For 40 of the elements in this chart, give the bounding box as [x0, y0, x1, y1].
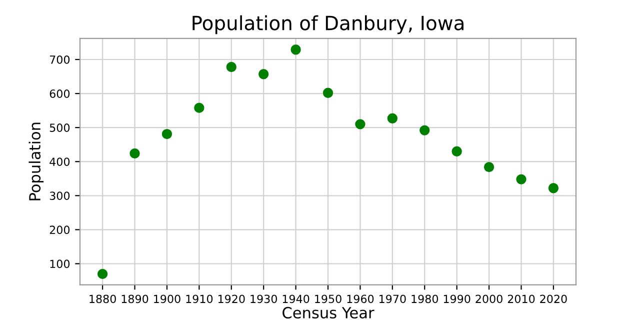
x-axis-title: Census Year [282, 306, 374, 318]
y-tick-label: 300 [50, 192, 70, 200]
y-tick-label: 200 [50, 226, 70, 234]
x-tick-label: 1930 [250, 294, 277, 304]
y-tick-label: 500 [50, 124, 70, 132]
x-tick-label: 1900 [154, 294, 180, 304]
x-tick-label: 1960 [347, 294, 374, 304]
point [97, 268, 108, 279]
point [162, 128, 172, 140]
y-tick-label: 600 [50, 90, 70, 98]
x-tick-label: 1910 [186, 294, 213, 304]
y-tick-label: 700 [50, 55, 70, 64]
x-tick-label: 1940 [282, 294, 310, 304]
y-tick-label: 100 [50, 260, 70, 268]
x-tick-label: 1980 [412, 294, 438, 304]
y-axis-title: Population [28, 122, 44, 200]
x-tick-label: 1920 [218, 294, 245, 304]
x-tick-label: 1950 [315, 294, 342, 304]
point [290, 44, 301, 55]
x-tick-label: 2020 [540, 294, 567, 304]
point [387, 113, 398, 124]
x-tick-label: 1970 [379, 294, 406, 304]
point [452, 146, 462, 156]
point [322, 88, 334, 98]
point [258, 69, 269, 80]
point [194, 102, 204, 113]
point [548, 183, 559, 194]
x-tick-label: 1880 [90, 294, 116, 304]
y-tick-label: 400 [50, 158, 70, 166]
point [484, 162, 494, 172]
chart-title: Population of Danbury, Iowa [192, 15, 464, 34]
x-tick-label: 1890 [122, 294, 148, 304]
x-tick-label: 1990 [444, 294, 470, 304]
point [420, 125, 430, 136]
point [130, 148, 140, 159]
x-tick-label: 2010 [508, 294, 535, 304]
point [226, 62, 236, 72]
point [516, 174, 526, 184]
x-tick-label: 2000 [476, 294, 502, 304]
point [355, 119, 366, 130]
